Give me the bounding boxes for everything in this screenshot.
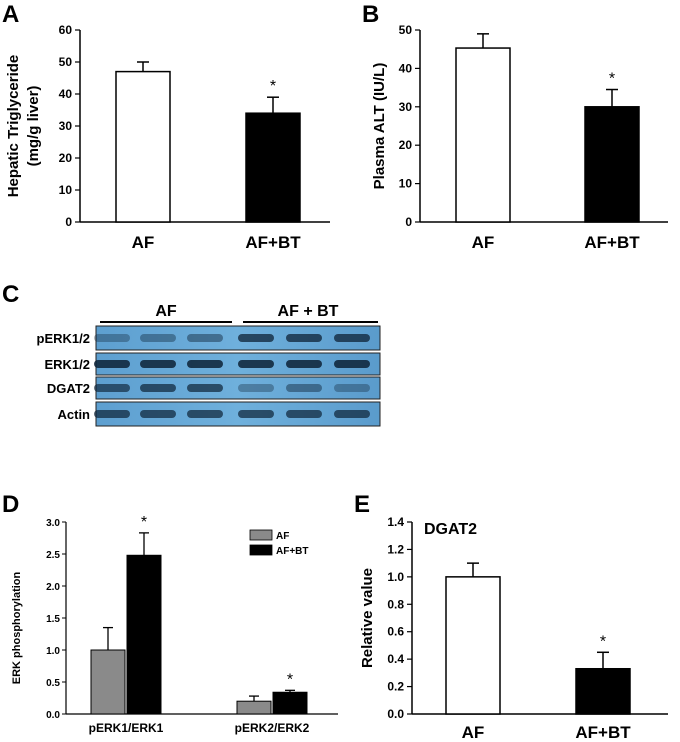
panel-d-legend-swatch [249,529,273,541]
panel-a-y-tick-label: 50 [59,55,73,69]
panel-e-category-label: AF+BT [575,723,631,742]
panel-letter-d: D [2,491,19,518]
panel-d-y-tick-label: 0.0 [46,710,60,721]
panel-d-bar-af-bt [126,554,162,715]
panel-letter-e: E [354,491,370,518]
blot-band [286,334,322,342]
blot-row-label: Actin [58,407,91,422]
panel-a-y-tick-label: 20 [59,151,73,165]
panel-a-y-tick-label: 10 [59,183,73,197]
blot-row-label: DGAT2 [47,381,90,396]
panel-e-category-label: AF [462,723,485,742]
panel-d-significance-marker: * [141,514,147,531]
blot-band [140,384,176,392]
panel-e-y-tick-label: 1.2 [387,542,404,556]
blot-band [94,384,130,392]
panel-b-y-axis-label: Plasma ALT (IU/L) [371,63,388,190]
panel-a-category-label: AF+BT [245,233,301,252]
blot-band [286,410,322,418]
blot-band [286,384,322,392]
panel-d-legend-swatch [249,544,273,556]
panel-d-y-tick-label: 0.5 [46,678,60,689]
blot-band [238,360,274,368]
panel-b-y-tick-label: 0 [405,215,412,229]
blot-band [334,334,370,342]
panel-e-y-tick-label: 0.6 [387,625,404,639]
panel-d-bar-af [236,700,272,715]
panel-b-bar-af [455,47,511,223]
blot-band [94,360,130,368]
panel-a-significance-marker: * [270,78,276,95]
panel-e-bar-af [445,576,501,715]
panel-a-y-tick-label: 40 [59,87,73,101]
panel-d-legend-label: AF [276,531,289,542]
blot-band [187,360,223,368]
panel-a-bar-af [115,70,171,223]
panel-d-significance-marker: * [287,671,293,688]
panel-b-category-label: AF+BT [584,233,640,252]
panel-b-bar-af-bt [584,106,640,223]
blot-band [286,360,322,368]
blot-band [187,334,223,342]
panel-d-legend-label: AF+BT [276,546,309,557]
blot-band [140,410,176,418]
panel-d-bar-af [90,649,126,715]
panel-b-significance-marker: * [609,71,615,88]
panel-e-y-tick-label: 0.4 [387,652,404,666]
blot-band [238,334,274,342]
panel-b-category-label: AF [472,233,495,252]
blot-band [187,410,223,418]
panel-e-y-tick-label: 0.0 [387,707,404,721]
blot-band [334,384,370,392]
blot-band [334,410,370,418]
panel-e-y-tick-label: 0.2 [387,680,404,694]
blot-band [94,334,130,342]
panel-d-y-tick-label: 3.0 [46,518,60,529]
panel-d-y-tick-label: 2.5 [46,550,60,561]
panel-d-y-tick-label: 1.0 [46,646,60,657]
panel-a-y-tick-label: 60 [59,23,73,37]
blot-band [140,360,176,368]
panel-d-y-axis-label: ERK phosphorylation [11,572,23,685]
blot-band [140,334,176,342]
blot-group-label-af: AF [155,303,177,320]
panel-e-y-tick-label: 1.0 [387,570,404,584]
panel-d-y-tick-label: 1.5 [46,614,60,625]
panel-a-y-tick-label: 0 [65,215,72,229]
panel-a-y-tick-label: 30 [59,119,73,133]
panel-d-category-label: pERK2/ERK2 [235,721,310,735]
blot-band [187,384,223,392]
blot-band [238,384,274,392]
blot-band [94,410,130,418]
panel-b-y-tick-label: 50 [399,23,413,37]
panel-a-bar-af-bt [245,112,301,223]
blot-row-label: pERK1/2 [37,331,90,346]
blot-group-label-af-bt: AF + BT [278,303,339,320]
panel-a-y-axis-label-units: (mg/g liver) [25,86,42,167]
panel-d-bar-af-bt [272,691,308,715]
panel-b-y-tick-label: 40 [399,61,413,75]
panel-letter-a: A [2,1,19,28]
panel-b-y-tick-label: 10 [399,177,413,191]
blot-band [238,410,274,418]
panel-a-y-axis-label: Hepatic Triglyceride [5,55,22,198]
panel-b-y-tick-label: 30 [399,100,413,114]
panel-e-bar-af-bt [575,667,631,715]
panel-b-y-tick-label: 20 [399,138,413,152]
blot-row-label: ERK1/2 [44,357,90,372]
panel-e-significance-marker: * [600,633,606,650]
blot-band [334,360,370,368]
panel-a-category-label: AF [132,233,155,252]
panel-e-y-axis-label: Relative value [359,568,376,668]
panel-letter-b: B [362,1,379,28]
panel-d-category-label: pERK1/ERK1 [89,721,164,735]
panel-e-y-tick-label: 1.4 [387,515,404,529]
panel-e-title: DGAT2 [424,521,477,538]
panel-d-y-tick-label: 2.0 [46,582,60,593]
panel-e-y-tick-label: 0.8 [387,597,404,611]
panel-letter-c: C [2,281,19,308]
